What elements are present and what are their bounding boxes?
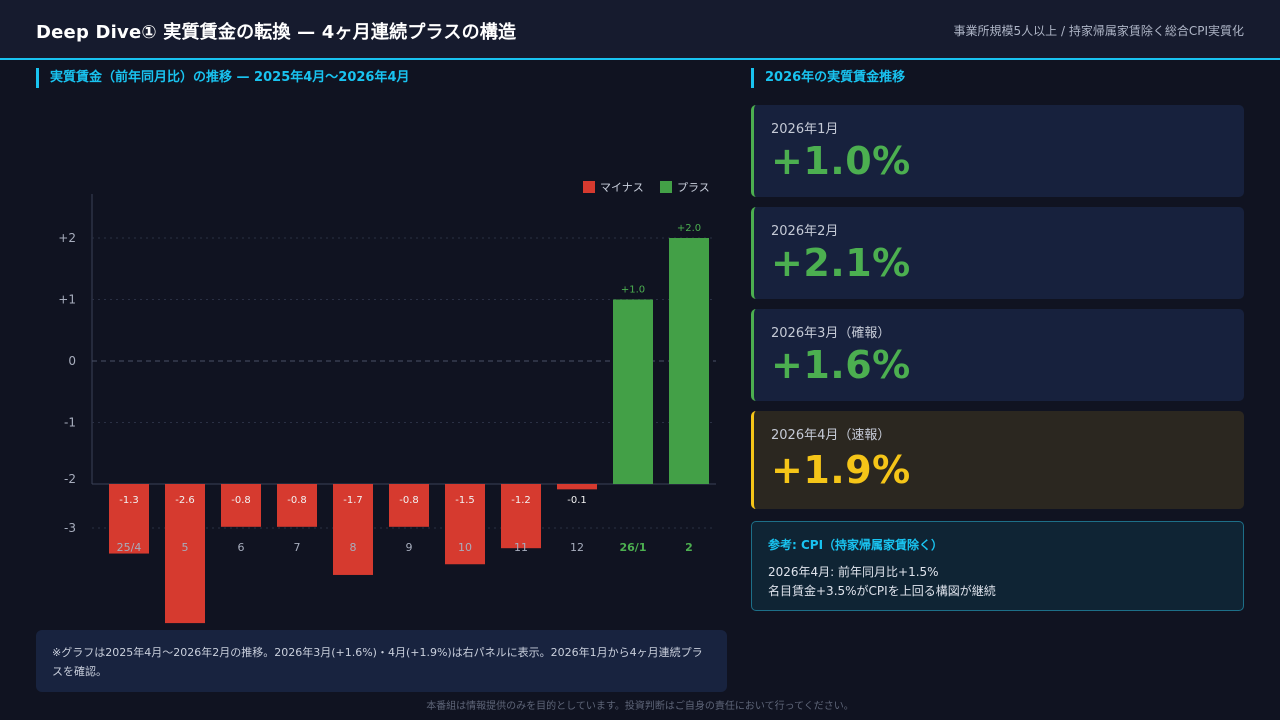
y-tick-label: 0 [68, 354, 76, 368]
data-label: -1.3 [119, 495, 139, 506]
card-label: 2026年4月（速報） [771, 428, 891, 443]
chart-section-title: 実質賃金（前年同月比）の推移 — 2025年4月〜2026年4月 [36, 68, 410, 88]
y-tick-label: -2 [64, 472, 76, 486]
card-2026-feb: 2026年2月 +2.1% [751, 207, 1244, 299]
card-value: +1.6% [771, 343, 911, 387]
x-tick-label: 26/1 [620, 541, 647, 554]
data-label: -0.8 [231, 495, 251, 506]
data-label: -0.8 [399, 495, 419, 506]
y-tick-label: +1 [58, 293, 76, 307]
bar-negative [221, 484, 261, 527]
panel-section-title: 2026年の実質賃金推移 [751, 68, 905, 88]
x-tick-label: 12 [570, 541, 584, 554]
y-tick-label: -1 [64, 416, 76, 430]
legend-swatch-positive [660, 181, 672, 193]
data-label: -0.1 [567, 495, 587, 506]
x-tick-label: 6 [238, 541, 245, 554]
x-tick-label: 9 [406, 541, 413, 554]
card-label: 2026年3月（確報） [771, 326, 891, 341]
x-tick-label: 7 [294, 541, 301, 554]
bar-negative [445, 484, 485, 565]
bar-negative [333, 484, 373, 575]
legend-label-positive: プラス [677, 181, 710, 194]
data-label: +2.0 [677, 223, 701, 234]
card-label: 2026年2月 [771, 224, 839, 239]
disclaimer-footer: 本番組は情報提供のみを目的としています。投資判断はご自身の責任において行ってくだ… [426, 701, 854, 712]
data-label: -1.5 [455, 495, 475, 506]
bar-negative [277, 484, 317, 527]
bar-positive [669, 238, 709, 484]
bar-negative [557, 484, 597, 490]
data-label: +1.0 [621, 285, 645, 296]
x-tick-label: 8 [350, 541, 357, 554]
data-label: -1.2 [511, 495, 531, 506]
x-tick-label: 25/4 [117, 541, 142, 554]
card-value: +2.1% [771, 241, 911, 285]
page-subtitle: 事業所規模5人以上 / 持家帰属家賃除く総合CPI実質化 [953, 24, 1244, 38]
bar-negative [109, 484, 149, 554]
data-label: -1.7 [343, 495, 363, 506]
card-value: +1.0% [771, 139, 911, 183]
card-label: 2026年1月 [771, 122, 839, 137]
bar-positive [613, 299, 653, 484]
x-tick-label: 10 [458, 541, 472, 554]
reference-line-2: 名目賃金+3.5%がCPIを上回る構図が継続 [768, 584, 996, 598]
bar-negative [165, 484, 205, 624]
bar-negative [389, 484, 429, 527]
card-2026-jan: 2026年1月 +1.0% [751, 105, 1244, 197]
legend-swatch-negative [583, 181, 595, 193]
y-tick-label: -3 [64, 521, 76, 535]
card-value: +1.9% [771, 448, 911, 492]
data-label: -0.8 [287, 495, 307, 506]
card-2026-mar: 2026年3月（確報） +1.6% [751, 309, 1244, 401]
data-label: -2.6 [175, 495, 195, 506]
page-title: Deep Dive① 実質賃金の転換 — 4ヶ月連続プラスの構造 [36, 22, 517, 43]
reference-title: 参考: CPI（持家帰属家賃除く） [768, 538, 944, 552]
x-tick-label: 5 [182, 541, 189, 554]
real-wage-bar-chart: +2 +1 0 -1 -2 -3 -1.3 25/4 -2.6 5 -0.8 6 -0.8 7 -1.7 8 -… [58, 181, 716, 624]
cpi-reference-box: 参考: CPI（持家帰属家賃除く） 2026年4月: 前年同月比+1.5% 名目… [751, 521, 1244, 611]
x-tick-label: 2 [685, 541, 693, 554]
header-bar: Deep Dive① 実質賃金の転換 — 4ヶ月連続プラスの構造 事業所規模5人… [0, 0, 1280, 60]
reference-line-1: 2026年4月: 前年同月比+1.5% [768, 565, 939, 579]
chart-footnote: ※グラフは2025年4月〜2026年2月の推移。2026年3月(+1.6%)・4… [36, 630, 727, 692]
x-tick-label: 11 [514, 541, 528, 554]
bar-negative [501, 484, 541, 549]
card-2026-apr: 2026年4月（速報） +1.9% [751, 411, 1244, 509]
y-tick-label: +2 [58, 231, 76, 245]
legend-label-negative: マイナス [600, 181, 644, 194]
